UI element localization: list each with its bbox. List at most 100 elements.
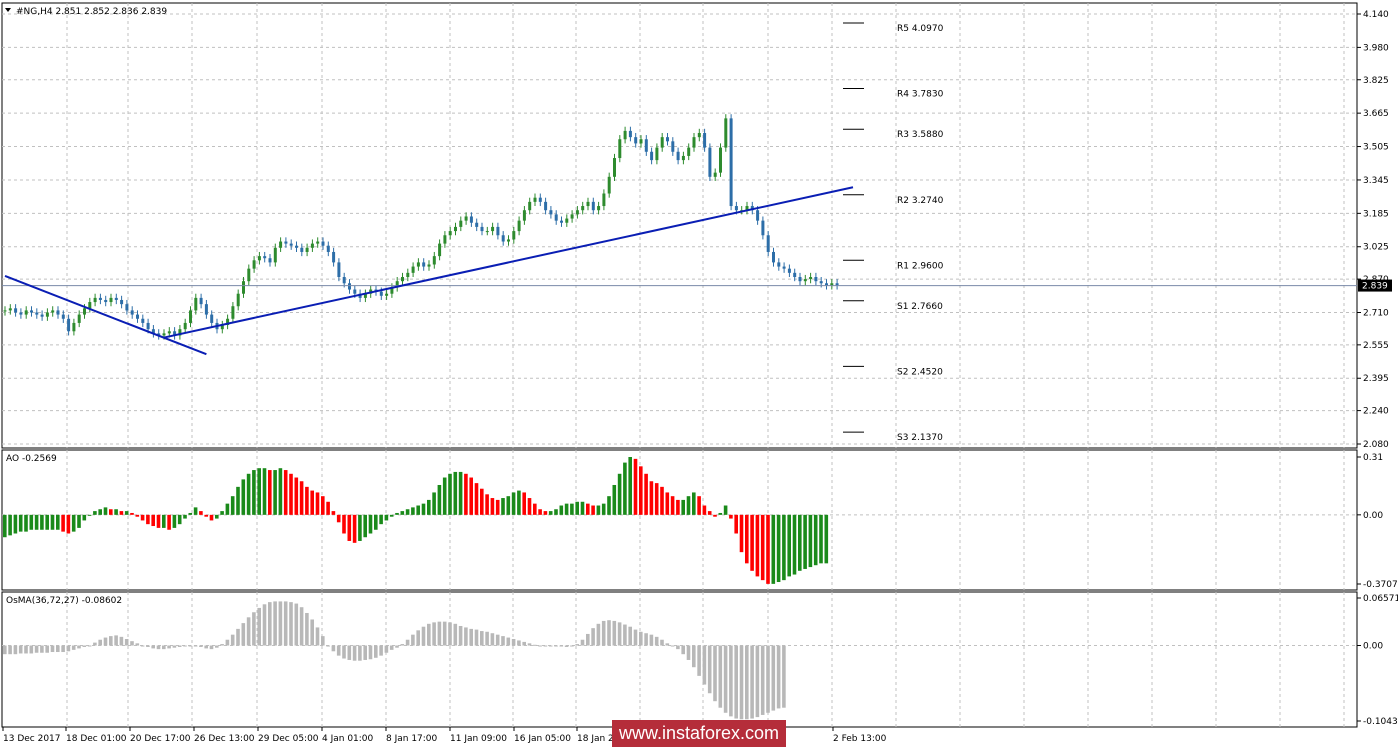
candle-body-29	[157, 333, 161, 336]
candle-body-144	[766, 235, 770, 252]
ao-tick-label-0: 0.31	[1363, 453, 1383, 463]
osma-bar-115	[612, 620, 617, 646]
ao-bar-54	[289, 473, 293, 515]
osma-bar-50	[268, 602, 272, 646]
ao-bar-135	[718, 512, 723, 515]
osma-pane-title: OsMA(36,72,27) -0.08602	[6, 596, 122, 606]
pivot-label-r3: R3 3.5880	[897, 130, 944, 140]
ao-bar-123	[654, 483, 659, 515]
ao-bar-5	[29, 514, 34, 530]
candle-body-92	[491, 226, 495, 232]
candle-body-88	[469, 216, 473, 223]
osma-tick-label-0: 0.06571	[1363, 594, 1398, 604]
osma-bar-129	[686, 645, 691, 660]
osma-bar-27	[146, 645, 150, 647]
osma-bar-44	[236, 628, 240, 646]
osma-bar-106	[564, 645, 569, 647]
ao-bar-70	[374, 514, 378, 530]
candle-body-153	[814, 277, 818, 282]
osma-bar-53	[283, 601, 288, 646]
ao-bar-45	[241, 479, 246, 515]
ao-bar-35	[188, 512, 193, 515]
ao-bar-110	[586, 503, 590, 515]
candle-body-56	[300, 247, 304, 252]
ao-bar-104	[554, 509, 558, 515]
ao-bar-72	[384, 514, 389, 521]
x-tick-label-3: 26 Dec 13:00	[194, 734, 255, 744]
ao-bar-109	[580, 501, 585, 515]
ao-bar-69	[368, 514, 373, 534]
ao-bar-125	[665, 492, 670, 515]
ao-bar-108	[575, 501, 579, 515]
pivot-label-s1: S1 2.7660	[897, 302, 943, 312]
osma-bar-141	[750, 645, 754, 719]
candle-body-27	[146, 322, 150, 330]
ao-bar-41	[220, 511, 224, 515]
osma-bar-89	[474, 629, 479, 646]
ao-bar-50	[268, 470, 272, 515]
ao-bar-142	[755, 514, 760, 577]
ao-bar-130	[692, 492, 696, 515]
osma-bar-138	[734, 645, 738, 719]
candle-body-96	[512, 231, 516, 240]
candle-body-122	[650, 151, 654, 161]
osma-bar-142	[755, 645, 760, 718]
y-tick-label-7: 3.025	[1363, 243, 1389, 253]
osma-bar-60	[321, 636, 325, 646]
candle-body-146	[777, 262, 781, 267]
osma-bar-8	[45, 645, 49, 653]
ao-bar-143	[760, 514, 765, 581]
candle-body-131	[697, 132, 701, 138]
osma-bar-35	[188, 645, 193, 647]
osma-bar-55	[294, 603, 299, 646]
pivot-label-r2: R2 3.2740	[897, 196, 944, 206]
osma-bar-5	[29, 645, 34, 654]
osma-bar-140	[745, 645, 749, 720]
osma-bar-127	[676, 645, 680, 650]
osma-bar-72	[384, 645, 389, 653]
osma-bar-17	[93, 642, 97, 646]
osma-bar-15	[82, 645, 87, 647]
candle-body-37	[199, 297, 203, 305]
y-tick-label-12: 2.240	[1363, 407, 1389, 417]
pivot-label-s2: S2 2.4520	[897, 367, 943, 377]
osma-bar-29	[156, 645, 161, 650]
osma-bar-22	[119, 636, 124, 646]
candle-body-84	[448, 231, 452, 236]
candle-body-112	[597, 206, 601, 211]
ao-bar-37	[199, 511, 203, 515]
ao-bar-116	[617, 473, 622, 515]
ao-bar-134	[713, 514, 717, 517]
x-tick-label-0: 13 Dec 2017	[3, 734, 61, 744]
x-tick-label-6: 8 Jan 17:00	[386, 734, 438, 744]
candle-body-28	[151, 329, 155, 334]
ao-bar-12	[66, 514, 71, 534]
osma-bar-25	[135, 643, 140, 646]
candle-body-34	[183, 322, 187, 330]
candle-body-117	[623, 130, 627, 140]
candle-body-93	[496, 226, 500, 236]
x-tick-label-1: 18 Dec 01:00	[66, 734, 127, 744]
osma-bar-121	[644, 633, 648, 646]
candle-body-76	[406, 272, 410, 278]
ao-bar-115	[612, 484, 617, 515]
ao-bar-6	[34, 514, 39, 530]
osma-bar-38	[204, 645, 208, 649]
osma-bar-92	[490, 633, 495, 646]
ao-bar-78	[416, 505, 420, 515]
ao-bar-67	[358, 514, 362, 541]
osma-bar-41	[220, 644, 224, 646]
ao-bar-18	[98, 509, 102, 515]
osma-bar-147	[782, 645, 786, 708]
candle-body-120	[639, 139, 643, 144]
osma-bar-62	[331, 645, 336, 652]
candle-body-50	[268, 258, 272, 263]
x-tick-label-2: 20 Dec 17:00	[130, 734, 191, 744]
osma-bar-96	[511, 639, 516, 646]
candle-body-64	[342, 277, 346, 284]
ao-bar-14	[77, 514, 81, 528]
ao-bar-7	[40, 514, 44, 530]
candle-body-110	[586, 201, 590, 207]
candle-body-1	[8, 308, 12, 311]
